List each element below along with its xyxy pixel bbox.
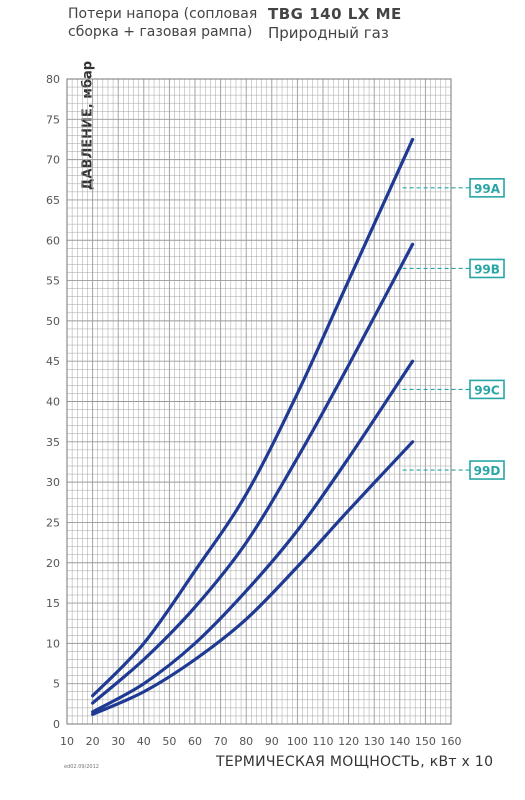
chart-title: TBG 140 LX ME	[268, 5, 402, 23]
x-tick-labels: 10 20 30 40 50 60 70 80 90 100 110 120 130 140 150 160	[60, 735, 462, 748]
x-tick-label: 20	[86, 735, 100, 748]
curve-99c	[91, 359, 415, 714]
x-tick-label: 10	[60, 735, 74, 748]
y-tick-label: 65	[46, 194, 60, 207]
header-subtitle: Потери напора (сопловая сборка + газовая…	[68, 5, 257, 41]
x-tick-label: 150	[415, 735, 436, 748]
curves	[91, 137, 415, 716]
y-tick-label: 50	[46, 315, 60, 328]
x-tick-label: 70	[214, 735, 228, 748]
label-box-99b	[469, 258, 505, 279]
y-tick-label: 20	[46, 557, 60, 570]
label-box-99c	[469, 379, 505, 400]
y-tick-labels: 0 5 10 15 20 25 30 35 40 45 50 55 60 65 70 75 80	[46, 73, 60, 731]
curve-99b	[91, 242, 415, 705]
label-99c: 99C	[474, 383, 500, 397]
header-line-2: сборка + газовая рампа)	[68, 24, 253, 40]
y-tick-label: 30	[46, 476, 60, 489]
y-tick-label: 15	[46, 597, 60, 610]
edition-note: ed02.09/2012	[64, 764, 99, 770]
x-tick-label: 80	[239, 735, 253, 748]
header-line-1: Потери напора (сопловая	[68, 6, 258, 22]
grid-major	[66, 78, 452, 725]
y-tick-label: 80	[46, 73, 60, 86]
y-tick-label: 45	[46, 355, 60, 368]
y-tick-label: 5	[53, 678, 60, 691]
label-box-99d	[469, 460, 505, 480]
y-tick-label: 10	[46, 637, 60, 650]
x-tick-label: 120	[338, 735, 359, 748]
x-tick-label: 160	[441, 735, 462, 748]
x-tick-label: 30	[111, 735, 125, 748]
plot-frame	[66, 78, 452, 725]
y-tick-label: 35	[46, 436, 60, 449]
x-tick-label: 90	[265, 735, 279, 748]
x-tick-label: 50	[162, 735, 176, 748]
label-99d: 99D	[474, 464, 501, 478]
y-tick-label: 55	[46, 275, 60, 288]
series-labels: 99A 99B 99C 99D	[402, 178, 505, 480]
chart-fuel: Природный газ	[268, 24, 389, 42]
curve-99d	[91, 440, 415, 716]
y-tick-label: 25	[46, 516, 60, 529]
label-99a: 99A	[474, 182, 501, 196]
x-tick-label: 100	[287, 735, 308, 748]
curve-99a	[91, 137, 415, 698]
x-tick-label: 110	[313, 735, 334, 748]
y-tick-label: 0	[53, 718, 60, 731]
x-axis-label: ТЕРМИЧЕСКАЯ МОЩНОСТЬ, кВт х 10	[216, 754, 494, 770]
label-box-99a	[469, 178, 505, 198]
x-tick-label: 60	[188, 735, 202, 748]
y-tick-label: 75	[46, 113, 60, 126]
header-title-block: TBG 140 LX ME Природный газ	[268, 5, 402, 43]
y-tick-label: 70	[46, 154, 60, 167]
x-tick-label: 40	[137, 735, 151, 748]
x-tick-label: 130	[364, 735, 385, 748]
y-tick-label: 40	[46, 396, 60, 409]
label-99b: 99B	[474, 262, 500, 276]
x-tick-label: 140	[389, 735, 410, 748]
y-tick-label: 60	[46, 234, 60, 247]
